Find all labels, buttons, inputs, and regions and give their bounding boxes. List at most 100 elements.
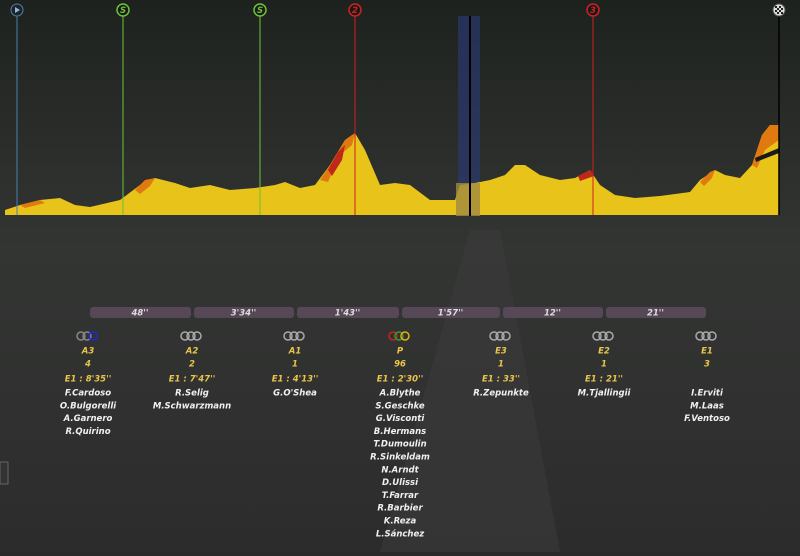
rider-name: G.O'Shea [273, 389, 317, 399]
rider-icon[interactable] [82, 331, 92, 341]
rider-icon[interactable] [489, 331, 499, 341]
group-time: E1 : 33'' [482, 375, 520, 385]
rider-name: F.Ventoso [684, 414, 730, 424]
group-label: A1 [288, 347, 302, 357]
rider-name: N.Arndt [381, 465, 419, 475]
gap-segment [194, 307, 294, 318]
rider-icon[interactable] [295, 331, 305, 341]
marker-icon[interactable] [253, 3, 267, 17]
gap-bar: 48'' 3'34'' 1'43'' 1'57'' 12'' 21'' [90, 307, 706, 319]
rider-icon[interactable] [289, 331, 299, 341]
marker-label: 3 [590, 6, 596, 16]
group-time: E1 : 8'35'' [65, 375, 112, 385]
rider-icon[interactable] [388, 331, 398, 341]
rider-name: R.Sinkeldam [370, 453, 430, 463]
group-label: A2 [185, 347, 199, 357]
group-count: 1 [498, 360, 504, 370]
rider-name: G.Visconti [376, 414, 426, 424]
rider-icon[interactable] [180, 331, 190, 341]
elevation [5, 125, 779, 215]
rider-name: O.Bulgorelli [60, 401, 117, 411]
group-count: 2 [189, 360, 195, 370]
finish-icon[interactable] [772, 3, 786, 17]
group-count: 1 [292, 360, 298, 370]
rider-name: M.Tjallingii [578, 389, 632, 399]
rider-name: M.Schwarzmann [153, 401, 231, 411]
current-segment [456, 183, 480, 216]
rider-name: K.Reza [384, 517, 417, 527]
gap-label: 1'43'' [335, 309, 361, 319]
gap-label: 3'34'' [231, 309, 257, 319]
rider-icon[interactable] [604, 331, 614, 341]
rider-name: D.Ulissi [382, 478, 419, 488]
marker-label: S [257, 6, 263, 16]
rider-icon[interactable] [186, 331, 196, 341]
groups: A3 4 E1 : 8'35'' F.Cardoso O.Bulgorelli A.Gar… [60, 331, 730, 539]
rider-icon[interactable] [192, 331, 202, 341]
marker-icon[interactable] [586, 3, 600, 17]
rider-name: R.Barbier [377, 504, 423, 514]
climb [755, 148, 779, 162]
marker-icon[interactable] [348, 3, 362, 17]
climb [700, 170, 715, 186]
gap-segment [297, 307, 399, 318]
rider-name: T.Farrar [382, 491, 419, 501]
climb [135, 178, 155, 194]
rider-icon[interactable] [501, 331, 511, 341]
group-label: E1 [701, 347, 713, 357]
gap-label: 21'' [647, 309, 664, 319]
profile [5, 3, 786, 216]
rider-icon[interactable] [495, 331, 505, 341]
gap-segment [503, 307, 603, 318]
marker-label: 2 [352, 6, 358, 16]
rider-name: S.Geschke [375, 401, 425, 411]
group-label: P [397, 347, 404, 357]
finish-glyph [775, 6, 783, 14]
rider-name: F.Cardoso [65, 389, 111, 399]
rider-icon[interactable] [598, 331, 608, 341]
rider-icon[interactable] [400, 331, 410, 341]
gap-segment [90, 307, 191, 318]
rider-name: L.Sánchez [376, 529, 424, 539]
rider-icon[interactable] [695, 331, 705, 341]
rider-name: M.Laas [690, 401, 724, 411]
markers: S S 2 3 [116, 3, 600, 17]
start-glyph [15, 7, 20, 13]
rider-name: R.Zepunkte [473, 389, 529, 399]
rider-icon[interactable] [701, 331, 711, 341]
rider-icon[interactable] [76, 331, 86, 341]
rider-name: R.Quirino [65, 427, 110, 437]
gap-label: 48'' [130, 309, 148, 319]
group-time: E1 : 2'30'' [377, 375, 424, 385]
rider-name: R.Selig [175, 389, 209, 399]
marker-icon[interactable] [116, 3, 130, 17]
group-count: 4 [84, 360, 91, 370]
group-label: E2 [598, 347, 610, 357]
gap-segment [606, 307, 706, 318]
group-time: E1 : 4'13'' [272, 375, 319, 385]
rider-icon[interactable] [283, 331, 293, 341]
group-time: E1 : 7'47'' [169, 375, 216, 385]
group-count: 1 [601, 360, 607, 370]
climb [20, 200, 45, 208]
gap-segment [402, 307, 500, 318]
group-label: A3 [81, 347, 95, 357]
rider-icon[interactable] [707, 331, 717, 341]
rider-name: I.Erviti [691, 389, 724, 399]
gap-label: 12'' [544, 309, 561, 319]
rider-name: T.Dumoulin [373, 440, 426, 450]
marker-label: S [120, 6, 126, 16]
rider-icon[interactable] [394, 331, 404, 341]
rider-name: A.Garnero [63, 414, 113, 424]
group-time: E1 : 21'' [585, 375, 623, 385]
side-tab[interactable] [0, 461, 9, 485]
group-count: 96 [394, 360, 406, 370]
climb [328, 145, 345, 176]
rider-icon[interactable] [592, 331, 602, 341]
rider-icon[interactable] [88, 331, 98, 341]
rider-name: A.Blythe [379, 389, 421, 399]
gap-label: 1'57'' [438, 309, 464, 319]
rider-name: B.Hermans [374, 427, 426, 437]
